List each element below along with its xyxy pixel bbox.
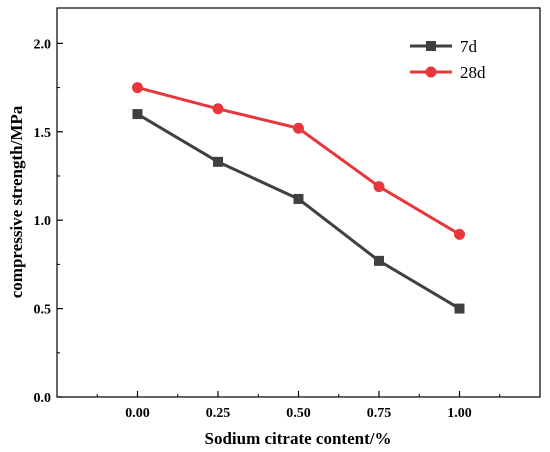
legend-item-28d: 28d (410, 63, 486, 82)
x-tick-label: 0.25 (206, 406, 231, 421)
x-axis: 0.00 0.25 0.50 0.75 1.00 (96, 391, 501, 421)
y-axis: 0.0 0.5 1.0 1.5 2.0 (34, 37, 63, 406)
x-axis-title: Sodium citrate content/% (205, 429, 392, 448)
data-point-28d (454, 228, 465, 240)
legend-label-28d: 28d (460, 63, 486, 82)
x-tick-label: 0.75 (367, 406, 392, 421)
legend-label-7d: 7d (460, 37, 478, 56)
legend: 7d 28d (410, 37, 486, 82)
data-point-7d (293, 193, 304, 204)
series-line-7d (136, 112, 461, 310)
legend-marker-28d (425, 66, 437, 78)
y-tick-label: 0.0 (34, 391, 52, 406)
data-point-7d (132, 109, 143, 120)
legend-item-7d: 7d (410, 37, 478, 56)
data-point-7d (374, 255, 384, 266)
data-point-28d (373, 181, 385, 193)
data-point-7d (213, 156, 223, 167)
y-tick-label: 0.5 (34, 303, 52, 318)
series-line-28d (137, 86, 461, 236)
y-tick-label: 1.5 (34, 126, 52, 141)
y-tick-label: 2.0 (34, 37, 52, 52)
y-tick-label: 1.0 (34, 214, 52, 229)
data-point-28d (132, 82, 143, 94)
y-axis-title: compressive strength/MPa (7, 105, 26, 298)
series-layer (132, 82, 465, 314)
data-point-28d (212, 103, 224, 115)
data-point-7d (454, 303, 465, 314)
data-point-28d (293, 122, 304, 134)
legend-marker-7d (426, 41, 436, 51)
x-tick-label: 1.00 (447, 406, 472, 421)
x-tick-label: 0.00 (125, 406, 150, 421)
x-tick-label: 0.50 (286, 406, 311, 421)
